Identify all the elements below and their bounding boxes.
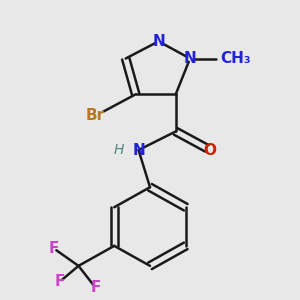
Text: O: O xyxy=(204,142,217,158)
Text: Br: Br xyxy=(86,108,105,123)
Text: H: H xyxy=(113,143,124,157)
Text: N: N xyxy=(152,34,165,49)
Text: CH₃: CH₃ xyxy=(220,51,251,66)
Text: F: F xyxy=(55,274,65,289)
Text: F: F xyxy=(91,280,101,296)
Text: N: N xyxy=(184,51,196,66)
Text: N: N xyxy=(132,142,145,158)
Text: F: F xyxy=(49,241,59,256)
